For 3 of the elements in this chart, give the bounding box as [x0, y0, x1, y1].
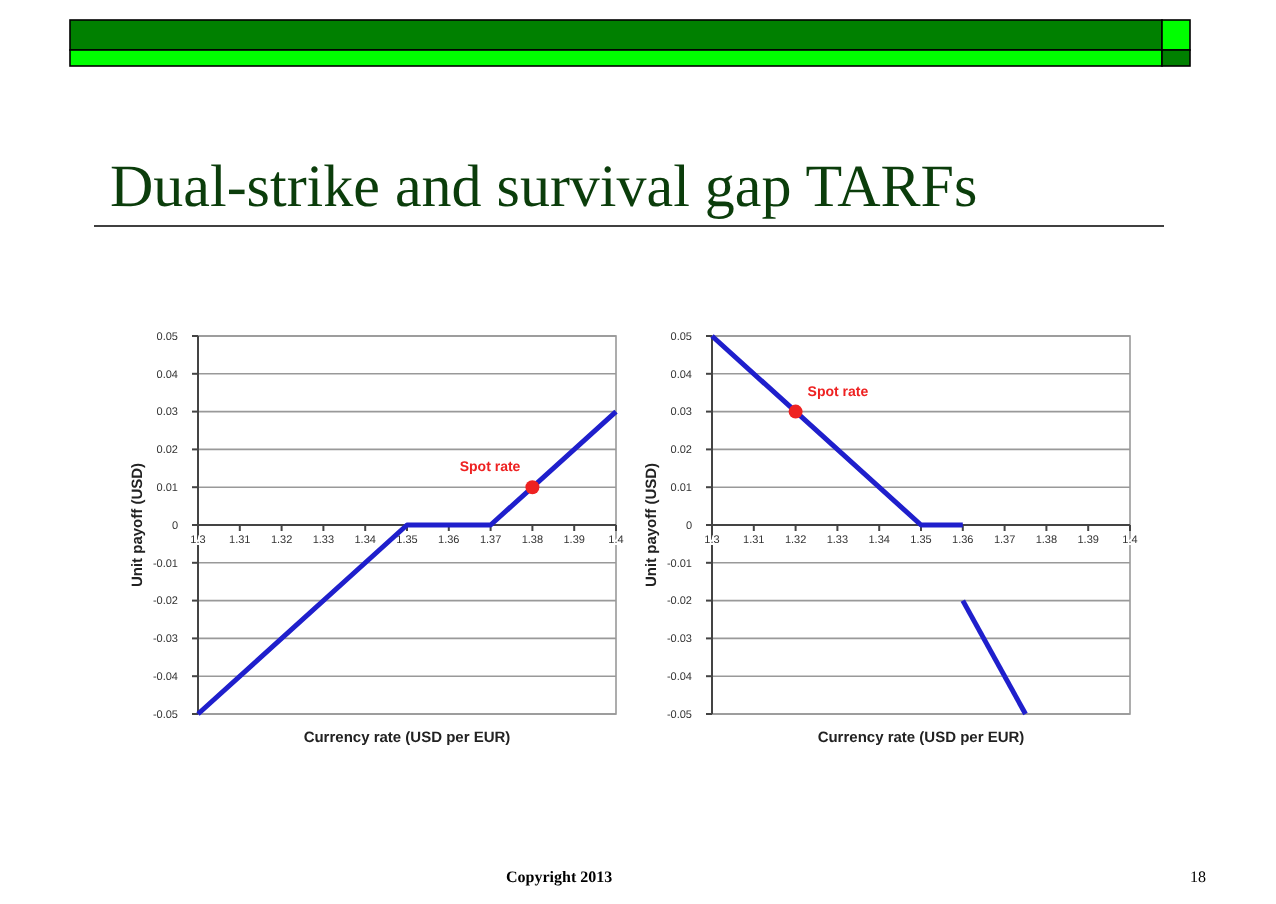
text: 18	[1190, 868, 1206, 886]
chart-title: Dual-strike and survival gap TARFs	[110, 154, 978, 220]
text: Copyright 2013	[506, 868, 613, 886]
